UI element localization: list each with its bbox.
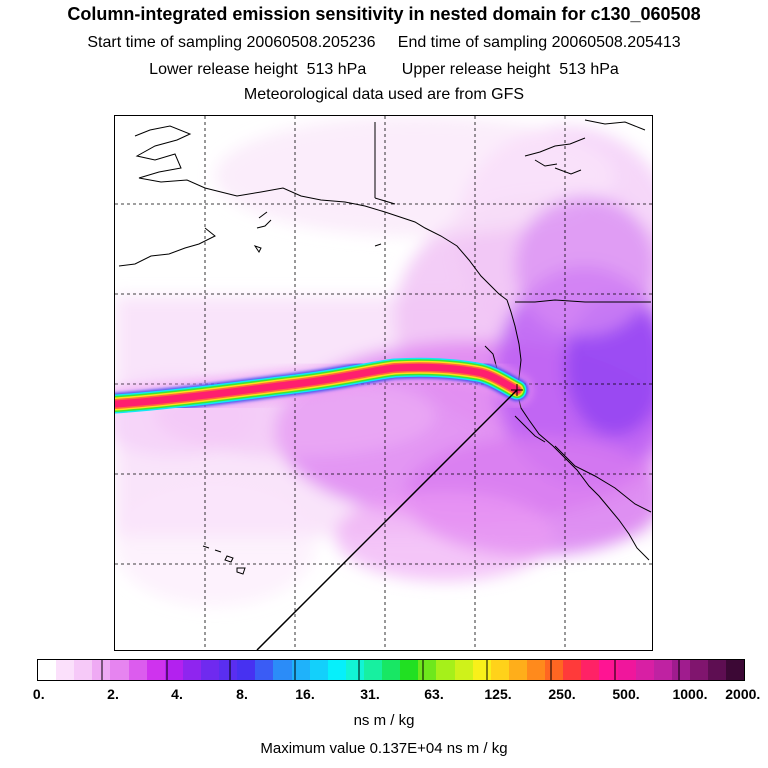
met-data-line: Meteorological data used are from GFS — [243, 86, 525, 103]
sampling-time-line: Start time of sampling 20060508.205236 E… — [87, 34, 681, 51]
sensitivity-field — [115, 116, 652, 606]
colorbar-tick-label: 16. — [295, 686, 315, 702]
colorbar-tick-label: 1000. — [672, 686, 708, 702]
release-point — [256, 384, 523, 650]
colorbar-swatch — [382, 660, 401, 680]
colorbar-tick-label: 31. — [360, 686, 380, 702]
colorbar-swatch — [92, 660, 111, 680]
map-panel — [114, 115, 653, 651]
colorbar-tick-label: 2000. — [725, 686, 761, 702]
coastline — [118, 119, 652, 561]
colorbar-swatches — [38, 660, 744, 680]
colorbar-swatch — [526, 660, 546, 680]
colorbar-swatch — [182, 660, 201, 680]
colorbar-swatch — [581, 660, 600, 680]
colorbar-swatch — [508, 660, 527, 680]
colorbar-tick-label: 500. — [612, 686, 640, 702]
colorbar-swatch — [671, 660, 690, 680]
colorbar-swatch — [327, 660, 346, 680]
colorbar-swatch — [617, 660, 636, 680]
colorbar-swatch — [200, 660, 220, 680]
colorbar — [37, 659, 745, 681]
colorbar-swatch — [255, 660, 274, 680]
colorbar-swatch — [635, 660, 654, 680]
colorbar-swatch — [708, 660, 727, 680]
colorbar-swatch — [563, 660, 582, 680]
colorbar-swatch — [291, 660, 310, 680]
map-svg — [115, 116, 652, 650]
colorbar-tick-label: 63. — [424, 686, 444, 702]
map-title: Column-integrated emission sensitivity i… — [67, 4, 701, 24]
colorbar-swatch — [599, 660, 618, 680]
colorbar-swatch — [237, 660, 256, 680]
colorbar-swatch — [219, 660, 238, 680]
colorbar-swatch — [74, 660, 93, 680]
colorbar-swatch — [454, 660, 473, 680]
colorbar-tick-label: 8. — [236, 686, 248, 702]
colorbar-swatch — [363, 660, 383, 680]
colorbar-swatch — [545, 660, 564, 680]
plume-trajectory — [115, 350, 534, 421]
colorbar-swatch — [653, 660, 672, 680]
colorbar-swatch — [490, 660, 509, 680]
colorbar-swatch — [436, 660, 455, 680]
colorbar-swatch — [164, 660, 183, 680]
colorbar-swatch — [38, 660, 57, 680]
colorbar-swatch — [273, 660, 292, 680]
colorbar-tick-label: 2. — [107, 686, 119, 702]
colorbar-tick-labels: 0. 2. 4. 8. 16. 31. 63. 125. 250. 500. 1000. 2000. — [33, 686, 760, 704]
colorbar-unit: ns m / kg — [353, 712, 415, 729]
colorbar-swatch — [128, 660, 147, 680]
colorbar-swatch — [726, 660, 744, 680]
colorbar-tick-label: 4. — [171, 686, 183, 702]
colorbar-swatch — [56, 660, 75, 680]
colorbar-swatch — [110, 660, 129, 680]
release-height-line: Lower release height 513 hPa Upper relea… — [149, 61, 619, 78]
colorbar-swatch — [400, 660, 419, 680]
colorbar-tick-label: 250. — [548, 686, 576, 702]
colorbar-tick-label: 125. — [484, 686, 512, 702]
maximum-value: Maximum value 0.137E+04 ns m / kg — [260, 740, 508, 757]
colorbar-swatch — [146, 660, 165, 680]
colorbar-tick-label: 0. — [32, 686, 45, 702]
colorbar-swatch — [309, 660, 328, 680]
colorbar-dividers — [101, 660, 680, 680]
colorbar-swatch — [689, 660, 709, 680]
colorbar-swatch — [472, 660, 491, 680]
islands — [202, 243, 382, 575]
